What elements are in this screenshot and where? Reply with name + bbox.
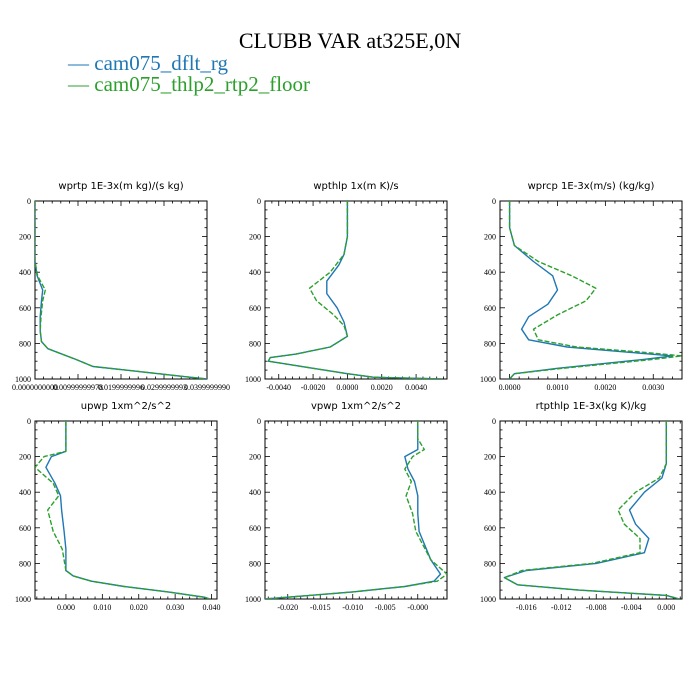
x-tick-label: -0.000 — [407, 603, 428, 612]
series-line-thlp2-rtp2-floor — [265, 421, 447, 599]
y-tick-label: 400 — [249, 268, 261, 277]
x-tick-label: 0.0299999993 — [141, 383, 187, 392]
y-tick-label: 0 — [492, 197, 496, 206]
series-line-thlp2-rtp2-floor — [508, 201, 682, 379]
y-tick-label: 600 — [19, 304, 31, 313]
panel-5: vpwp 1xm^2/s^2 0 200 400 600 800 1000 -0.020 -0.… — [245, 401, 448, 612]
y-tick-label: 1000 — [15, 595, 31, 604]
y-tick-label: 200 — [19, 233, 31, 242]
x-tick-label: 0.0000000000 — [12, 383, 58, 392]
y-tick-label: 800 — [19, 559, 31, 568]
x-tick-label: -0.016 — [516, 603, 537, 612]
series-line-thlp2-rtp2-floor — [35, 201, 207, 379]
panel-title: wprcp 1E-3x(m/s) (kg/kg) — [528, 181, 655, 192]
y-tick-label: 400 — [484, 268, 496, 277]
legend-entry-dflt-rg: — cam075_dflt_rg — [68, 51, 229, 75]
series-line-dflt-rg — [503, 421, 680, 599]
x-tick-label: -0.010 — [342, 603, 363, 612]
series-line-dflt-rg — [508, 201, 674, 379]
axis-frame — [264, 200, 448, 380]
panel-title: upwp 1xm^2/s^2 — [81, 401, 171, 412]
y-tick-label: 400 — [484, 488, 496, 497]
legend-entry-thlp2-rtp2-floor: — cam075_thlp2_rtp2_floor — [68, 72, 311, 96]
y-tick-label: 1000 — [245, 375, 261, 384]
y-tick-label: 400 — [19, 488, 31, 497]
x-tick-label: -0.012 — [551, 603, 572, 612]
x-tick-label: 0.030 — [166, 603, 184, 612]
x-tick-label: 0.0020 — [594, 383, 616, 392]
panel-3: wprcp 1E-3x(m/s) (kg/kg) 0 200 400 600 800 100… — [480, 181, 683, 392]
panel-title: wprtp 1E-3x(m kg)/(s kg) — [58, 181, 183, 192]
x-tick-label: -0.0040 — [266, 383, 291, 392]
y-tick-label: 600 — [484, 524, 496, 533]
y-tick-label: 0 — [257, 417, 261, 426]
x-tick-label: 0.000 — [657, 603, 675, 612]
y-tick-label: 1000 — [15, 375, 31, 384]
y-tick-label: 600 — [249, 524, 261, 533]
y-tick-label: 0 — [492, 417, 496, 426]
x-tick-label: 0.0399999990 — [184, 383, 230, 392]
series-line-thlp2-rtp2-floor — [503, 421, 680, 599]
y-tick-label: 800 — [249, 559, 261, 568]
x-tick-label: -0.020 — [277, 603, 298, 612]
series-line-dflt-rg — [45, 421, 210, 599]
panel-4: upwp 1xm^2/s^2 0 200 400 600 800 1000 0.000 0.01… — [15, 401, 221, 612]
series-line-dflt-rg — [267, 201, 442, 379]
panel-title: vpwp 1xm^2/s^2 — [311, 401, 401, 412]
y-tick-label: 600 — [19, 524, 31, 533]
y-tick-label: 0 — [27, 197, 31, 206]
x-tick-label: 0.010 — [93, 603, 111, 612]
axis-frame — [499, 420, 683, 600]
y-tick-label: 200 — [19, 453, 31, 462]
x-tick-label: -0.008 — [586, 603, 607, 612]
x-tick-label: -0.015 — [310, 603, 331, 612]
panel-title: wpthlp 1x(m K)/s — [313, 181, 398, 192]
y-tick-label: 200 — [484, 453, 496, 462]
y-tick-label: 200 — [249, 453, 261, 462]
panel-1: wprtp 1E-3x(m kg)/(s kg) 0 200 400 600 800 100… — [12, 181, 230, 392]
x-tick-label: 0.0030 — [642, 383, 664, 392]
x-tick-label: 0.0020 — [371, 383, 393, 392]
y-tick-label: 800 — [484, 339, 496, 348]
y-tick-label: 200 — [484, 233, 496, 242]
y-tick-label: 800 — [249, 339, 261, 348]
axis-frame — [264, 420, 448, 600]
y-tick-label: 800 — [484, 559, 496, 568]
x-tick-label: 0.0010 — [546, 383, 568, 392]
series-line-thlp2-rtp2-floor — [267, 201, 442, 379]
figure-title: CLUBB VAR at325E,0N — [238, 28, 462, 53]
y-tick-label: 800 — [19, 339, 31, 348]
y-tick-label: 0 — [27, 417, 31, 426]
x-tick-label: 0.000 — [57, 603, 75, 612]
x-tick-label: -0.004 — [621, 603, 642, 612]
y-tick-label: 1000 — [480, 595, 496, 604]
axis-frame — [34, 200, 208, 380]
y-tick-label: 1000 — [480, 375, 496, 384]
y-tick-label: 600 — [249, 304, 261, 313]
x-tick-label: 0.040 — [203, 603, 221, 612]
y-tick-label: 400 — [19, 268, 31, 277]
y-tick-label: 600 — [484, 304, 496, 313]
x-tick-label: -0.0020 — [301, 383, 326, 392]
x-tick-label: 0.0199999996 — [98, 383, 144, 392]
panel-6: rtpthlp 1E-3x(kg K)/kg 0 200 400 600 800 1000 -… — [480, 401, 683, 612]
y-tick-label: 400 — [249, 488, 261, 497]
series-line-dflt-rg — [265, 421, 442, 599]
x-tick-label: 0.00999999978 — [53, 383, 103, 392]
x-tick-label: 0.0000 — [499, 383, 521, 392]
y-tick-label: 200 — [249, 233, 261, 242]
series-line-dflt-rg — [35, 201, 207, 379]
x-tick-label: 0.0040 — [405, 383, 427, 392]
x-tick-label: 0.020 — [130, 603, 148, 612]
panel-title: rtpthlp 1E-3x(kg K)/kg — [536, 401, 647, 412]
x-tick-label: 0.0000 — [336, 383, 358, 392]
x-tick-label: -0.005 — [375, 603, 396, 612]
series-line-thlp2-rtp2-floor — [35, 421, 210, 599]
y-tick-label: 1000 — [245, 595, 261, 604]
panel-2: wpthlp 1x(m K)/s 0 200 400 600 800 1000 -0.0040… — [245, 181, 448, 392]
y-tick-label: 0 — [257, 197, 261, 206]
axis-frame — [499, 200, 683, 380]
